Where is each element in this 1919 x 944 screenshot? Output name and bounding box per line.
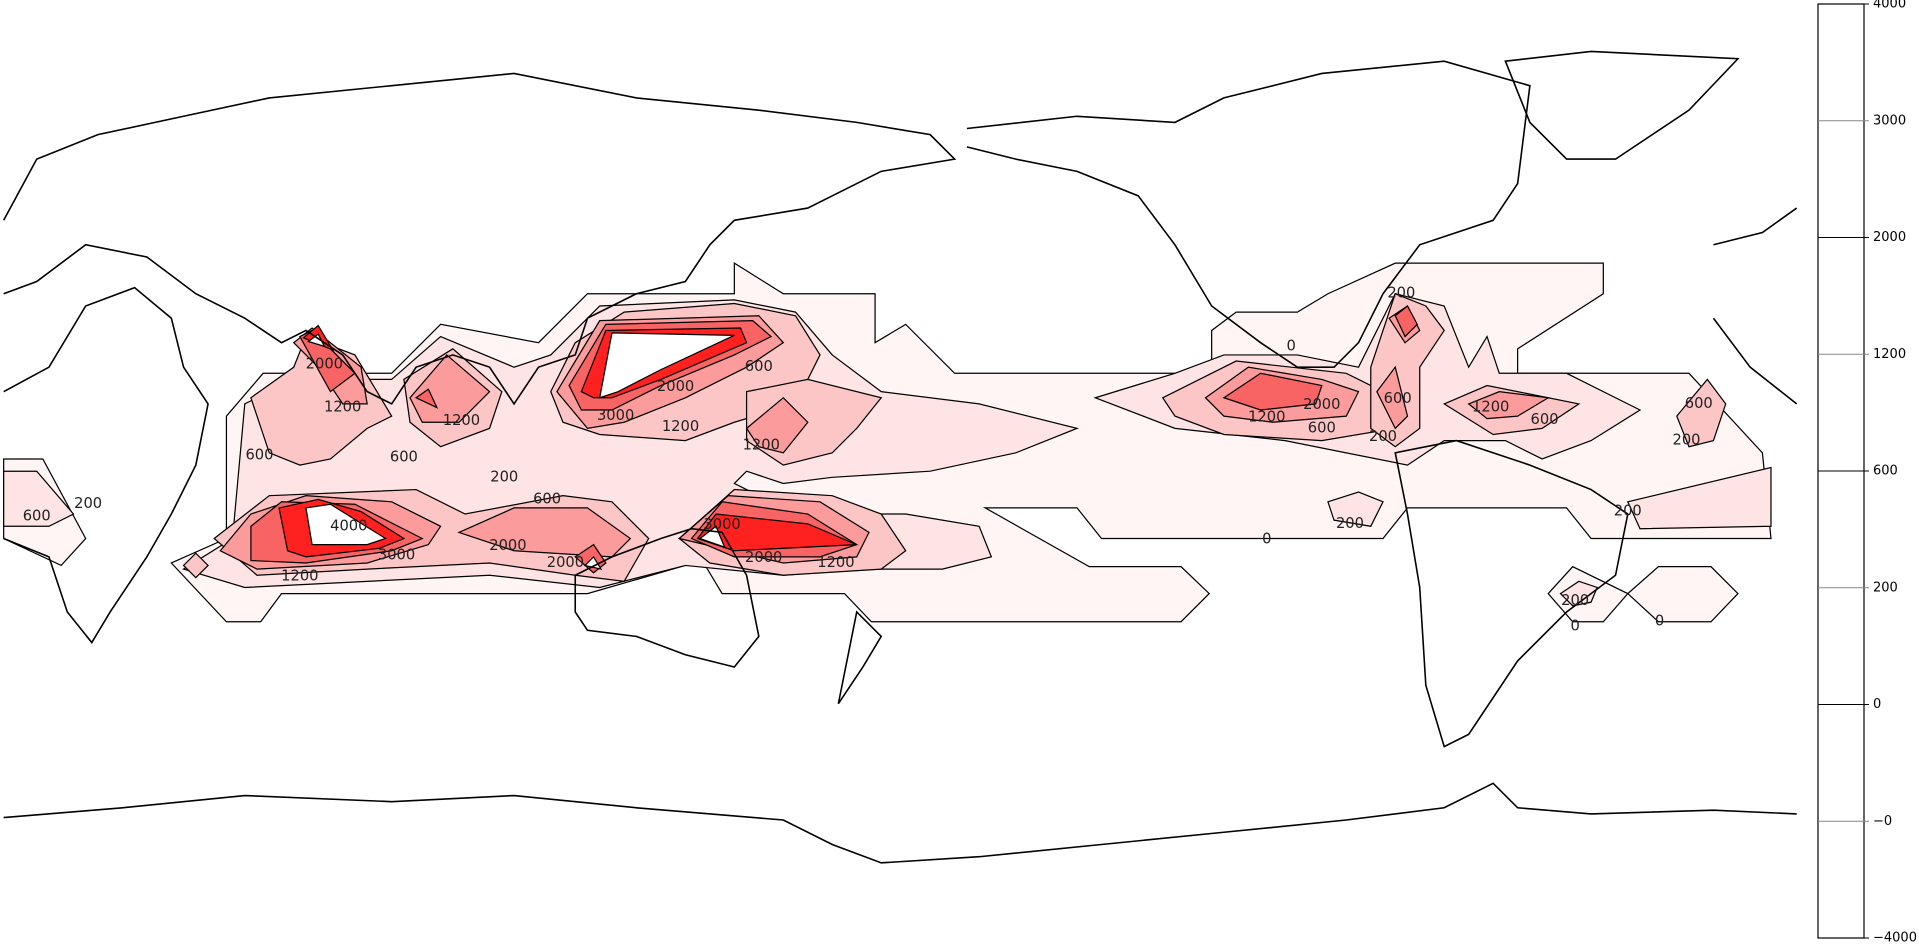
contour-label: 0	[1655, 613, 1664, 630]
contour-label: 1200	[324, 399, 361, 416]
contour-label: 0	[1570, 618, 1579, 635]
colorbar-tick-label: 200	[1873, 580, 1898, 595]
contour-label: 600	[1384, 390, 1412, 407]
contour-region	[1676, 378, 1727, 448]
contour-labels: 2000 1200 600 600 1200 600 2000 1200 120…	[23, 285, 1713, 635]
contour-region	[1376, 365, 1409, 430]
contour-label: 1200	[743, 436, 780, 453]
contour-label: 0	[1287, 337, 1296, 354]
contour-label: 2000	[657, 378, 694, 395]
colorbar-tick-label: −4000	[1873, 931, 1917, 944]
contour-region	[457, 507, 632, 558]
colorbar-tick-label: −0	[1873, 814, 1892, 829]
contour-label: 200	[1673, 432, 1701, 449]
contour-region	[305, 503, 387, 546]
contour-region	[1222, 372, 1323, 411]
coastlines	[2, 50, 1798, 864]
contour-label: 1200	[1248, 408, 1285, 425]
contour-region	[1559, 580, 1599, 607]
contour-label: 600	[533, 490, 561, 507]
contour-region	[182, 552, 209, 579]
contour-label: 1200	[1472, 399, 1509, 416]
contour-region	[745, 396, 809, 454]
contour-label: 200	[490, 468, 518, 485]
map-panel: 2000 1200 600 600 1200 600 2000 1200 120…	[2, 50, 1798, 864]
contour-region	[1467, 391, 1551, 420]
contour-label: 3000	[703, 516, 740, 533]
contour-region	[1547, 565, 1739, 623]
coastline-antarctica	[3, 782, 1797, 864]
contour-label: 1200	[443, 412, 480, 429]
contour-region	[409, 354, 491, 423]
contour-label: 600	[390, 449, 418, 466]
contour-label: 2000	[1303, 396, 1340, 413]
contour-label: 200	[74, 495, 102, 512]
contour-label: 600	[23, 507, 51, 524]
contour-label: 600	[245, 446, 273, 463]
contour-fill-above-4000	[305, 332, 735, 571]
contour-region	[3, 470, 75, 527]
contour-label: 600	[1531, 411, 1559, 428]
contour-label: 3000	[597, 407, 634, 424]
contour-region	[414, 388, 439, 409]
contour-region	[696, 513, 857, 552]
contour-label: 1200	[817, 554, 854, 571]
contour-region	[698, 525, 726, 549]
contour-label: 200	[1336, 515, 1364, 532]
contour-region	[1327, 491, 1384, 527]
coastline-new-zealand	[837, 610, 883, 705]
contour-label: 0	[1262, 531, 1271, 548]
contour-label: 600	[745, 358, 773, 375]
coastline-south-america	[1394, 439, 1629, 748]
contour-label: 2000	[489, 537, 526, 554]
contour-label: 600	[1685, 395, 1713, 412]
contour-label: 1200	[662, 418, 699, 435]
colorbar-tick-label: 600	[1873, 464, 1898, 479]
contour-label: 2000	[547, 554, 584, 571]
coastline-africa	[3, 286, 209, 644]
coastline-australia	[574, 527, 760, 668]
colorbar-tick-label: 0	[1873, 697, 1881, 712]
contour-label: 200	[1369, 428, 1397, 445]
contour-label: 2000	[745, 549, 782, 566]
colorbar-tick-label: 4000	[1873, 0, 1906, 12]
contour-label: 1200	[281, 567, 318, 584]
contour-label: 200	[1614, 503, 1642, 520]
contour-label: 200	[1561, 592, 1589, 609]
coastline-greenland	[1504, 50, 1740, 160]
contour-label: 200	[1387, 285, 1415, 302]
contour-label: 4000	[330, 517, 367, 534]
contour-label: 600	[1308, 419, 1336, 436]
contour-label: 3000	[378, 547, 415, 564]
contour-label: 2000	[306, 356, 343, 373]
contour-region	[583, 555, 603, 571]
contour-region	[1626, 466, 1772, 530]
coastline-eurasia	[2, 72, 957, 406]
contour-region	[598, 332, 735, 399]
colorbar-tick-label: 2000	[1873, 230, 1906, 245]
colorbar-tick-label: 1200	[1873, 347, 1906, 362]
colorbar-tick-label: 3000	[1873, 113, 1906, 128]
coastline-europe-west	[1712, 207, 1798, 405]
contour-region	[1394, 305, 1419, 338]
coastline-north-america	[966, 60, 1531, 368]
